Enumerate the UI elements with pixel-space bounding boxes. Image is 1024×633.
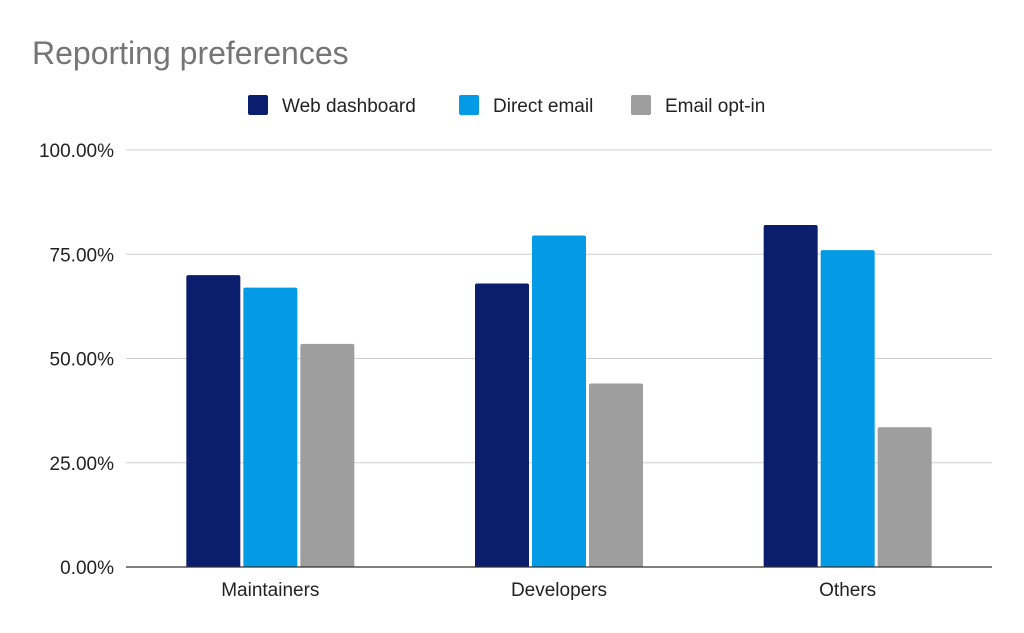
bar-email-opt-in-developers — [589, 383, 643, 567]
bars — [186, 225, 932, 568]
legend-label: Web dashboard — [282, 96, 416, 117]
legend-item[interactable]: Direct email — [459, 95, 593, 117]
legend-swatch — [631, 95, 651, 115]
y-tick-label: 25.00% — [50, 454, 115, 475]
y-tick-label: 50.00% — [50, 350, 115, 371]
bar-direct-email-developers — [532, 235, 586, 568]
y-tick-label: 0.00% — [60, 558, 114, 579]
y-tick-label: 100.00% — [39, 141, 114, 162]
x-axis-labels: Maintainers Developers Others — [221, 580, 876, 601]
x-tick-label: Maintainers — [221, 580, 319, 601]
y-axis-ticks: 0.00% 25.00% 50.00% 75.00% 100.00% — [39, 141, 114, 579]
legend-label: Direct email — [493, 96, 593, 117]
bar-direct-email-maintainers — [243, 287, 298, 567]
chart-title: Reporting preferences — [32, 35, 349, 71]
x-tick-label: Others — [819, 580, 876, 601]
legend-swatch — [248, 95, 268, 115]
x-tick-label: Developers — [511, 580, 607, 601]
bar-direct-email-others — [820, 250, 875, 567]
legend-item[interactable]: Web dashboard — [248, 95, 416, 117]
bar-web-dashboard-others — [763, 225, 818, 567]
legend-label: Email opt-in — [665, 96, 765, 117]
bar-web-dashboard-maintainers — [186, 275, 241, 567]
y-tick-label: 75.00% — [50, 245, 115, 266]
legend: Web dashboard Direct email Email opt-in — [248, 95, 765, 117]
legend-item[interactable]: Email opt-in — [631, 95, 765, 117]
bar-email-opt-in-others — [877, 427, 932, 567]
bar-email-opt-in-maintainers — [300, 343, 355, 567]
bar-web-dashboard-developers — [475, 283, 529, 567]
legend-swatch — [459, 95, 479, 115]
